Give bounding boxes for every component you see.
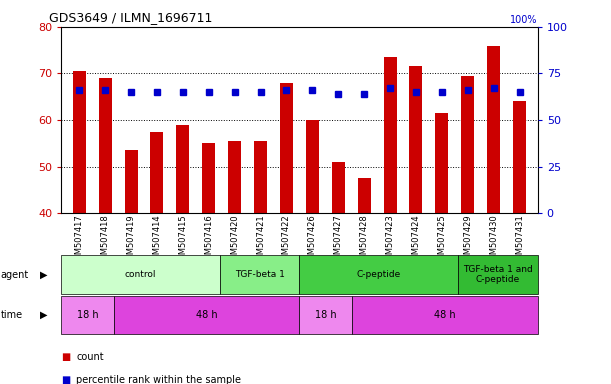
- Bar: [458, 255, 538, 294]
- Bar: [177, 125, 189, 213]
- Bar: [353, 296, 538, 334]
- Text: ▶: ▶: [40, 270, 47, 280]
- Bar: [61, 296, 114, 334]
- Bar: [61, 255, 220, 294]
- Bar: [384, 57, 397, 213]
- Bar: [299, 296, 353, 334]
- Bar: [280, 83, 293, 213]
- Bar: [332, 162, 345, 213]
- Text: count: count: [76, 352, 104, 362]
- Text: agent: agent: [1, 270, 29, 280]
- Text: 18 h: 18 h: [315, 310, 337, 320]
- Bar: [114, 296, 299, 334]
- Bar: [357, 178, 371, 213]
- Bar: [125, 150, 137, 213]
- Text: 100%: 100%: [510, 15, 538, 25]
- Text: time: time: [1, 310, 23, 320]
- Bar: [150, 132, 163, 213]
- Bar: [461, 76, 474, 213]
- Bar: [487, 46, 500, 213]
- Text: C-peptide: C-peptide: [357, 270, 401, 279]
- Text: 18 h: 18 h: [77, 310, 98, 320]
- Bar: [306, 120, 319, 213]
- Bar: [513, 101, 526, 213]
- Bar: [220, 255, 299, 294]
- Text: 48 h: 48 h: [434, 310, 456, 320]
- Bar: [98, 78, 112, 213]
- Bar: [254, 141, 267, 213]
- Bar: [409, 66, 422, 213]
- Text: 48 h: 48 h: [196, 310, 218, 320]
- Text: percentile rank within the sample: percentile rank within the sample: [76, 375, 241, 384]
- Bar: [228, 141, 241, 213]
- Bar: [299, 255, 458, 294]
- Text: TGF-beta 1 and
C-peptide: TGF-beta 1 and C-peptide: [463, 265, 533, 284]
- Bar: [436, 113, 448, 213]
- Bar: [73, 71, 86, 213]
- Text: ▶: ▶: [40, 310, 47, 320]
- Bar: [202, 143, 215, 213]
- Text: control: control: [125, 270, 156, 279]
- Text: GDS3649 / ILMN_1696711: GDS3649 / ILMN_1696711: [49, 12, 212, 25]
- Text: ■: ■: [61, 352, 70, 362]
- Text: ■: ■: [61, 375, 70, 384]
- Text: TGF-beta 1: TGF-beta 1: [235, 270, 285, 279]
